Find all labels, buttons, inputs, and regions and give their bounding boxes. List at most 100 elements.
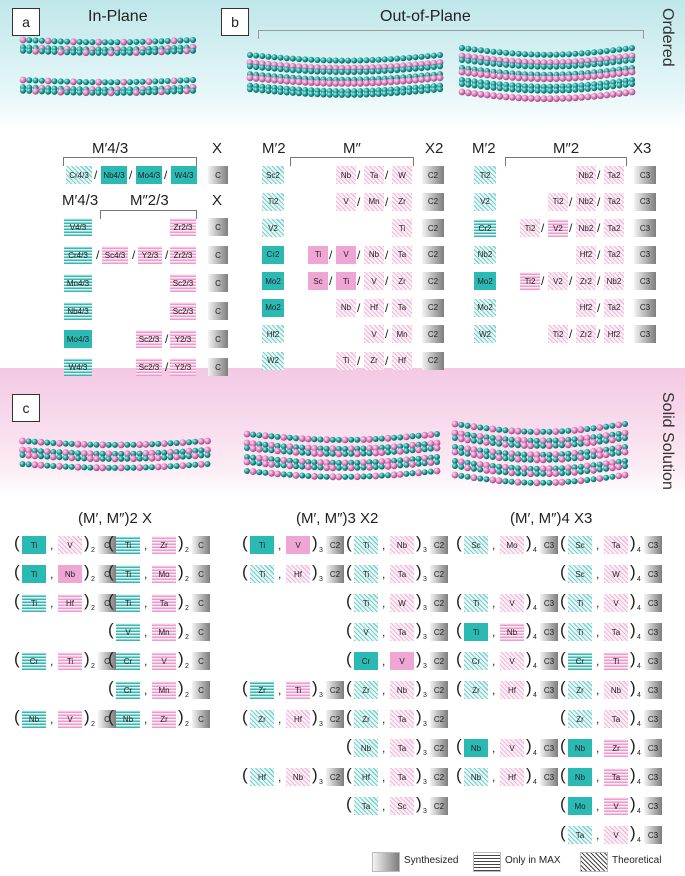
solid-solution-subscript: 4 <box>637 576 641 583</box>
solid-solution-m1-tile: Sc <box>568 565 592 583</box>
solid-solution-paren-open: ( <box>14 707 20 726</box>
separator-slash: / <box>569 194 573 209</box>
oop2-m2-tile: Mn <box>364 192 384 211</box>
in-plane-m1-tile: Nb4/3 <box>64 302 92 320</box>
solid-solution-comma: , <box>596 741 600 755</box>
solid-solution-comma: , <box>144 683 148 697</box>
oop3-x-tile: C3 <box>634 325 656 343</box>
solid-solution-m2-tile: V <box>500 652 524 670</box>
in-plane-m2-tile: Zr2/3 <box>170 246 196 264</box>
solid-solution-comma: , <box>50 712 54 726</box>
solid-solution-comma: , <box>144 567 148 581</box>
oop3-m1-tile: Nb2 <box>474 245 496 264</box>
solid-solution-paren-close: ) <box>178 620 184 639</box>
oop2-m2-tile: Sc <box>308 272 328 290</box>
solid-solution-paren-close: ) <box>178 649 184 668</box>
oop3-x-tile: C3 <box>634 192 656 211</box>
solid-solution-x-tile: C2 <box>430 565 448 583</box>
in-plane-mid-tile: Y2/3 <box>138 246 162 264</box>
solid-solution-comma: , <box>382 712 386 726</box>
oop2-m1-tile: Mo2 <box>262 272 284 290</box>
solid-solution-m1-tile: Nb <box>116 710 140 728</box>
oop2-m2-tile: Zr <box>392 272 412 290</box>
solid-solution-comma: , <box>382 654 386 668</box>
solid-solution-paren-close: ) <box>630 794 636 813</box>
oop2-m2-header: M″ <box>343 140 361 157</box>
solid-solution-x-tile: C2 <box>430 594 448 612</box>
solid-solution-m1-tile: Nb <box>22 710 46 728</box>
oop3-m2-tile: Zr2 <box>576 272 596 290</box>
separator-slash: / <box>569 274 573 288</box>
solid-solution-paren-open: ( <box>346 591 352 610</box>
oop3-m1-tile: W2 <box>474 325 496 343</box>
oop2-m2-tile: Ti <box>308 245 328 264</box>
solid-solution-x-tile: C3 <box>644 681 662 699</box>
solid-solution-x-tile: C2 <box>430 681 448 699</box>
in-plane-m1-tile: V4/3 <box>64 218 92 236</box>
separator-slash: / <box>385 353 389 368</box>
oop2-bracket <box>290 157 414 166</box>
in-plane-m1-tile: Mn4/3 <box>64 274 92 292</box>
separator-slash: / <box>597 274 601 288</box>
solid-solution-comma: , <box>144 654 148 668</box>
solid-solution-x-tile: C3 <box>540 739 558 757</box>
solid-solution-paren-close: ) <box>416 591 422 610</box>
oop2-x-tile: C2 <box>422 351 444 370</box>
solid-solution-subscript: 3 <box>423 663 427 670</box>
separator-slash: / <box>357 300 361 315</box>
solid-solution-comma: , <box>596 683 600 697</box>
solid-solution-paren-open: ( <box>242 562 248 581</box>
oop3-m1-tile: Mo2 <box>474 272 496 290</box>
solid-solution-subscript: 3 <box>319 721 323 728</box>
solid-solution-paren-close: ) <box>416 765 422 784</box>
solid-solution-paren-open: ( <box>560 562 566 581</box>
solid-solution-m2-tile: V <box>286 536 310 554</box>
separator-slash: / <box>541 274 545 288</box>
oop3-m2-tile: Ta2 <box>604 298 624 317</box>
solid-solution-comma: , <box>492 741 496 755</box>
panel-label-b: b <box>221 8 249 36</box>
solid-solution-m2-tile: V <box>604 797 628 815</box>
solid-solution-m1-tile: V <box>116 623 140 641</box>
solid-solution-paren-close: ) <box>416 794 422 813</box>
solid-solution-comma: , <box>50 538 54 552</box>
solid-solution-paren-close: ) <box>526 765 532 784</box>
oop2-m1-tile: Mo2 <box>262 298 284 317</box>
in-plane-x-tile: C <box>208 358 228 376</box>
solid-solution-x-tile: C2 <box>430 797 448 815</box>
solid-solution-m1-tile: Ti <box>464 623 488 641</box>
solid-solution-comma: , <box>596 596 600 610</box>
oop2-m1-tile: Hf2 <box>262 325 284 343</box>
solid-solution-m2-tile: Ta <box>152 594 176 612</box>
in-plane-x2-header: X <box>212 192 223 209</box>
solid-solution-model-3 <box>451 420 629 487</box>
solid-solution-paren-open: ( <box>242 765 248 784</box>
oop2-m1-tile: Sc2 <box>262 166 284 184</box>
solid-solution-paren-open: ( <box>108 562 114 581</box>
oop3-m2-tile: Nb2 <box>576 219 596 237</box>
solid-solution-x-tile: C <box>98 536 116 554</box>
solid-solution-x-tile: C <box>98 594 116 612</box>
oop3-m2-tile: Ti2 <box>520 219 540 237</box>
oop3-m1-tile: Cr2 <box>474 219 496 237</box>
solid-solution-m1-tile: Cr <box>116 652 140 670</box>
solid-solution-x-tile: C3 <box>644 536 662 554</box>
solid-solution-m2-tile: Mo <box>500 536 524 554</box>
solid-solution-m1-tile: Zr <box>354 681 378 699</box>
solid-solution-paren-open: ( <box>346 794 352 813</box>
solid-solution-paren-close: ) <box>312 765 318 784</box>
out-of-plane-model-2 <box>458 45 636 103</box>
oop2-x-tile: C2 <box>422 298 444 317</box>
solid-solution-comma: , <box>382 741 386 755</box>
separator-slash: / <box>385 327 389 341</box>
solid-solution-comma: , <box>144 712 148 726</box>
solid-solution-subscript: 3 <box>423 634 427 641</box>
solid-solution-x-tile: C2 <box>326 536 344 554</box>
solid-solution-x-tile: C3 <box>540 623 558 641</box>
solid-solution-m2-tile: V <box>604 594 628 612</box>
solid-solution-subscript: 4 <box>637 721 641 728</box>
solid-solution-m2-tile: V <box>604 826 628 844</box>
solid-solution-model-2 <box>243 430 441 481</box>
separator-slash: / <box>357 353 361 368</box>
solid-solution-subscript: 2 <box>185 721 189 728</box>
